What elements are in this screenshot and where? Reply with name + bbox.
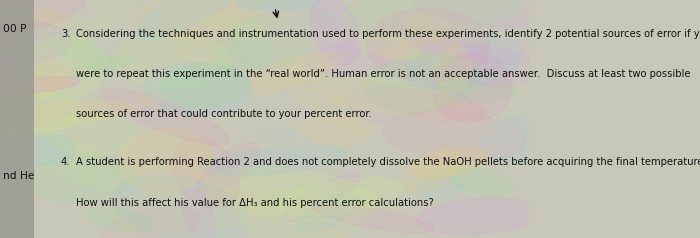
Ellipse shape bbox=[379, 40, 458, 60]
Ellipse shape bbox=[0, 0, 86, 36]
Ellipse shape bbox=[163, 0, 290, 47]
Ellipse shape bbox=[237, 0, 321, 10]
Ellipse shape bbox=[383, 111, 525, 161]
Ellipse shape bbox=[31, 62, 69, 89]
Ellipse shape bbox=[162, 63, 248, 107]
Ellipse shape bbox=[437, 73, 516, 102]
Ellipse shape bbox=[481, 116, 567, 164]
Ellipse shape bbox=[239, 52, 341, 95]
Ellipse shape bbox=[258, 129, 295, 144]
Ellipse shape bbox=[282, 174, 360, 221]
Ellipse shape bbox=[0, 77, 80, 93]
Ellipse shape bbox=[109, 189, 270, 232]
Ellipse shape bbox=[480, 15, 537, 30]
Ellipse shape bbox=[402, 150, 459, 192]
Ellipse shape bbox=[0, 100, 139, 128]
Ellipse shape bbox=[229, 14, 306, 69]
Ellipse shape bbox=[278, 178, 405, 215]
Text: sources of error that could contribute to your percent error.: sources of error that could contribute t… bbox=[76, 109, 372, 119]
Ellipse shape bbox=[363, 54, 481, 113]
Ellipse shape bbox=[357, 34, 421, 59]
Ellipse shape bbox=[407, 34, 522, 90]
Ellipse shape bbox=[379, 92, 485, 119]
Ellipse shape bbox=[412, 148, 489, 177]
Ellipse shape bbox=[295, 194, 358, 234]
Ellipse shape bbox=[340, 0, 519, 38]
Ellipse shape bbox=[201, 13, 267, 41]
Ellipse shape bbox=[93, 0, 144, 36]
Ellipse shape bbox=[101, 205, 201, 238]
Ellipse shape bbox=[144, 63, 253, 115]
Ellipse shape bbox=[0, 20, 71, 68]
Ellipse shape bbox=[172, 138, 239, 209]
Ellipse shape bbox=[89, 208, 153, 232]
Ellipse shape bbox=[408, 41, 531, 64]
Ellipse shape bbox=[22, 135, 77, 166]
Ellipse shape bbox=[417, 175, 463, 200]
Ellipse shape bbox=[300, 116, 368, 146]
Ellipse shape bbox=[313, 204, 434, 233]
Text: Considering the techniques and instrumentation used to perform these experiments: Considering the techniques and instrumen… bbox=[76, 29, 700, 39]
Ellipse shape bbox=[0, 9, 92, 55]
Ellipse shape bbox=[132, 0, 265, 35]
Ellipse shape bbox=[405, 19, 461, 48]
Ellipse shape bbox=[407, 8, 447, 42]
Text: 00 P: 00 P bbox=[3, 24, 26, 34]
Text: were to repeat this experiment in the “real world”. Human error is not an accept: were to repeat this experiment in the “r… bbox=[76, 69, 690, 79]
Ellipse shape bbox=[432, 54, 512, 122]
Ellipse shape bbox=[174, 49, 203, 66]
Ellipse shape bbox=[293, 9, 339, 28]
Ellipse shape bbox=[0, 118, 25, 135]
Ellipse shape bbox=[453, 39, 557, 86]
Ellipse shape bbox=[212, 33, 271, 69]
Ellipse shape bbox=[118, 129, 211, 193]
Ellipse shape bbox=[20, 35, 106, 101]
Ellipse shape bbox=[182, 189, 216, 238]
Ellipse shape bbox=[72, 56, 134, 76]
Ellipse shape bbox=[236, 187, 367, 238]
Ellipse shape bbox=[310, 0, 360, 65]
Ellipse shape bbox=[312, 78, 477, 120]
Ellipse shape bbox=[136, 90, 167, 104]
Ellipse shape bbox=[136, 0, 249, 40]
Ellipse shape bbox=[197, 143, 260, 194]
Ellipse shape bbox=[307, 40, 405, 73]
Ellipse shape bbox=[47, 114, 136, 155]
Ellipse shape bbox=[416, 198, 541, 234]
Ellipse shape bbox=[367, 8, 489, 82]
Ellipse shape bbox=[0, 90, 83, 133]
Ellipse shape bbox=[125, 184, 197, 238]
Text: A student is performing Reaction 2 and does not completely dissolve the NaOH pel: A student is performing Reaction 2 and d… bbox=[76, 157, 700, 167]
Ellipse shape bbox=[448, 166, 513, 196]
Ellipse shape bbox=[434, 48, 471, 93]
Ellipse shape bbox=[0, 6, 66, 37]
Ellipse shape bbox=[291, 216, 351, 238]
Ellipse shape bbox=[6, 125, 121, 190]
Ellipse shape bbox=[113, 174, 247, 238]
Text: 4.: 4. bbox=[61, 157, 70, 167]
Ellipse shape bbox=[34, 23, 116, 71]
Ellipse shape bbox=[414, 0, 582, 28]
Ellipse shape bbox=[0, 77, 73, 118]
Ellipse shape bbox=[202, 168, 376, 221]
Text: nd He: nd He bbox=[3, 171, 34, 181]
Ellipse shape bbox=[299, 88, 371, 133]
Ellipse shape bbox=[199, 146, 347, 176]
Ellipse shape bbox=[29, 154, 136, 203]
FancyBboxPatch shape bbox=[0, 0, 34, 238]
Ellipse shape bbox=[113, 31, 230, 89]
Ellipse shape bbox=[102, 89, 230, 145]
Ellipse shape bbox=[350, 84, 472, 126]
Text: How will this affect his value for ΔH₃ and his percent error calculations?: How will this affect his value for ΔH₃ a… bbox=[76, 198, 433, 208]
Text: 3.: 3. bbox=[61, 29, 70, 39]
